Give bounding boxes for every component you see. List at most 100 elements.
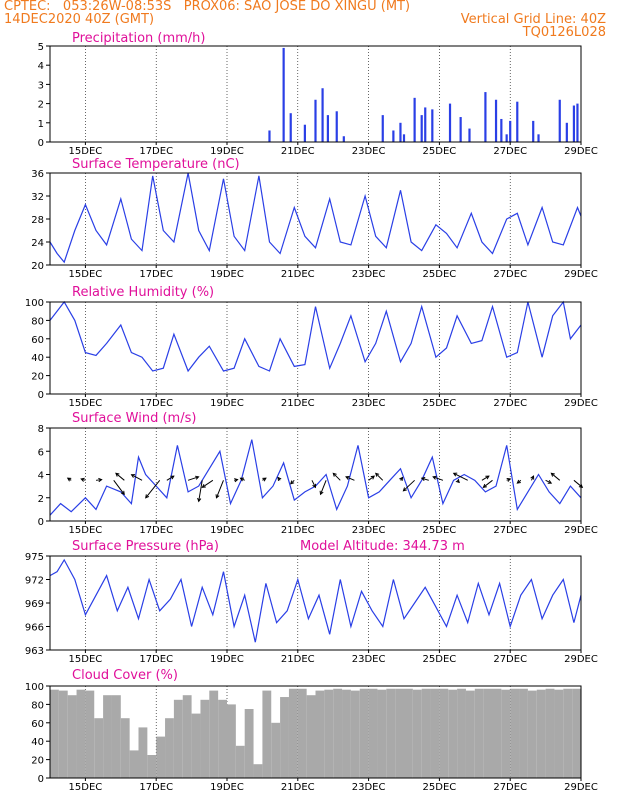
x-tick-label: 19DEC [210,146,244,157]
x-tick-label: 25DEC [423,525,457,536]
wind-arrow [215,480,224,499]
data-bar [510,688,520,778]
wind-arrow [166,475,175,481]
data-bar [500,118,503,142]
data-bar [516,101,519,142]
series-line [49,300,582,373]
x-tick-label: 15DEC [69,654,103,665]
y-tick-label: 20 [31,372,44,383]
humidity-panel: 0 20 40 60 80 100 15DEC 17DEC 19DEC 21DEC 23DEC 25D… [25,285,598,409]
data-bar [289,113,292,142]
wind-arrow [402,479,415,492]
cloud-cover-panel: 0 20 40 60 80 100 15DEC 17DEC 19DEC 21DEC 23DEC 25D… [25,668,598,793]
data-bar [501,689,511,778]
y-tick-label: 4 [38,61,44,72]
data-bar [536,689,546,778]
x-tick-label: 21DEC [281,398,315,409]
data-bar [76,689,86,778]
temperature-panel: 20 24 28 32 36 15DEC 17DEC 19DEC 21DEC 23DEC 25DEC… [31,157,598,280]
data-bar [404,688,413,778]
data-bar [262,690,272,778]
data-bar [103,695,112,778]
y-tick-label: 100 [25,682,44,693]
panel-title: Precipitation (mm/h) [72,31,205,46]
data-bar [519,688,528,778]
data-bar [268,130,271,142]
data-bar [85,690,95,778]
x-tick-label: 19DEC [210,269,244,280]
x-tick-label: 15DEC [69,269,103,280]
y-tick-label: 40 [31,737,44,748]
x-tick-label: 21DEC [281,782,315,793]
y-tick-label: 3 [38,80,44,91]
data-bar [439,688,449,778]
y-tick-label: 975 [25,552,44,563]
header-grid-note: Vertical Grid Line: 40Z [460,12,606,27]
wind-arrow [455,478,460,484]
x-tick-label: 23DEC [352,269,386,280]
x-tick-label: 17DEC [139,398,173,409]
wind-arrow [115,472,125,481]
x-tick-label: 17DEC [139,782,173,793]
data-bar [527,690,537,778]
y-tick-label: 40 [31,353,44,364]
data-bar [448,103,452,142]
data-bar [129,750,139,778]
x-tick-label: 19DEC [210,782,244,793]
panel-title: Relative Humidity (%) [72,285,214,300]
plot-frame [49,427,582,522]
wind-arrow [506,477,512,482]
wind-arrow [332,472,341,481]
y-tick-label: 20 [31,756,44,767]
wind-panel: 0 2 4 6 8 15DEC 17DEC 19DEC 21DEC 23DEC 25DEC 27DEC… [38,411,598,536]
wind-arrow [66,477,72,482]
data-bar [532,120,535,142]
data-bar [147,755,157,778]
y-tick-label: 6 [38,447,44,458]
wind-arrow [319,480,327,496]
data-bar [386,688,396,778]
wind-arrow [113,480,125,496]
data-bar [392,130,395,142]
panel-title: Surface Temperature (nC) [72,157,240,172]
series-line [49,558,582,643]
y-tick-label: 28 [31,215,44,226]
data-bar [280,697,289,778]
x-tick-label: 29DEC [564,146,598,157]
data-bar [58,690,68,778]
data-bar [576,103,579,142]
data-bar [306,695,316,778]
data-bar [563,688,573,778]
data-bar [191,713,201,778]
x-tick-label: 25DEC [423,269,457,280]
data-bar [483,688,493,778]
x-tick-label: 27DEC [493,782,527,793]
x-tick-label: 27DEC [493,654,527,665]
data-bar [227,704,236,778]
x-tick-label: 27DEC [493,269,527,280]
data-bar [67,695,77,778]
wind-arrow [420,476,429,482]
plot-frame [49,45,582,143]
data-bar [120,718,130,778]
x-tick-label: 23DEC [352,654,386,665]
data-bar [282,47,285,142]
data-bar [457,688,466,778]
y-tick-label: 0 [38,517,44,528]
x-tick-label: 23DEC [352,146,386,157]
y-tick-label: 60 [31,335,44,346]
data-bar [395,688,404,778]
data-bar [545,688,555,778]
data-bar [474,688,484,778]
y-tick-label: 4 [38,471,44,482]
plot-frame [49,301,582,395]
data-bar [209,690,219,778]
header-station: CPTEC: 053:26W-08:53S PROX06: SAO JOSE D… [4,0,411,14]
wind-arrow [311,480,317,489]
data-bar [368,688,378,778]
y-tick-label: 966 [25,623,44,634]
x-tick-label: 29DEC [564,398,598,409]
data-bar [173,699,183,778]
data-bar [381,115,384,142]
